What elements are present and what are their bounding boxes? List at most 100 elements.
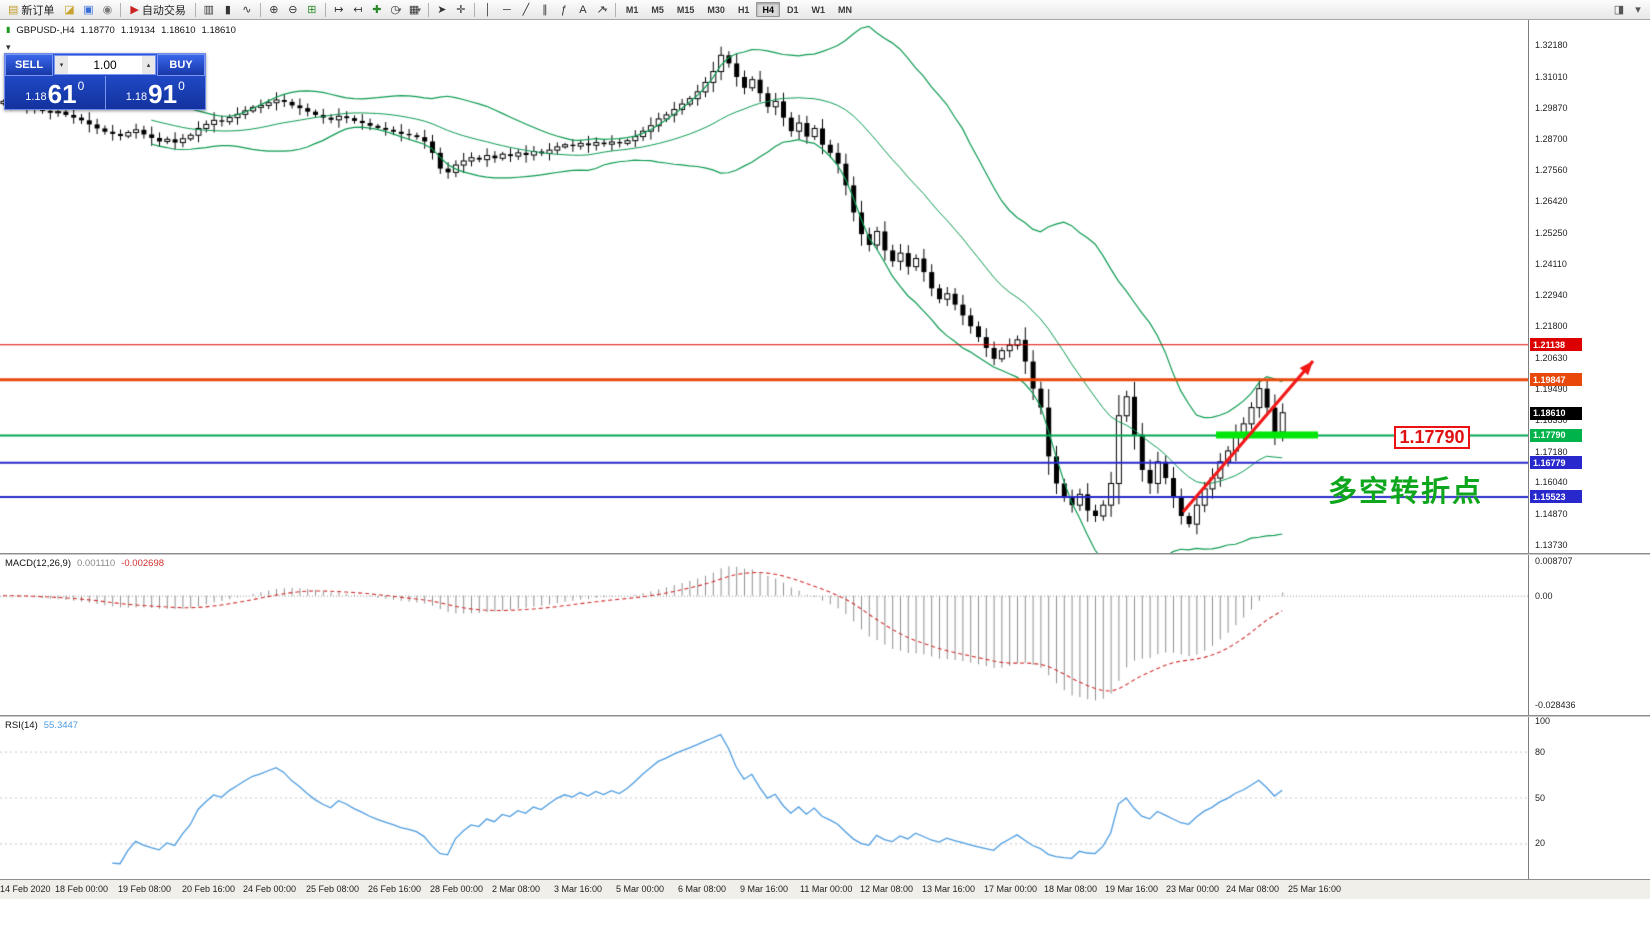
timeframe-button-mn[interactable]: MN — [837, 4, 852, 15]
text-icon: A — [579, 3, 587, 16]
lot-decrease-button[interactable]: ▾ — [55, 56, 68, 74]
timeframe-button-m5[interactable]: M5 — [651, 4, 664, 15]
chart-shift-icon: ↤ — [353, 4, 363, 16]
axis-tick-label: 1.25250 — [1535, 227, 1568, 238]
toolbar-separator — [473, 2, 475, 17]
line-chart-icon[interactable]: ∿ — [238, 1, 256, 18]
refresh-icon[interactable]: ◉ — [98, 1, 116, 18]
timeframe-button-h1[interactable]: H1 — [737, 4, 750, 15]
rsi-canvas[interactable] — [0, 717, 1528, 878]
buy-button[interactable]: BUY — [157, 54, 205, 76]
time-axis-label: 20 Feb 16:00 — [182, 884, 236, 894]
channel-icon[interactable]: ∥ — [536, 1, 554, 18]
arrows-icon: ↗ — [596, 4, 606, 16]
time-axis-label: 18 Mar 08:00 — [1044, 884, 1098, 894]
trade-panel-collapse-icon[interactable]: ▾ — [6, 42, 11, 52]
buy-price-display[interactable]: 1.18 91 0 — [106, 76, 206, 109]
time-axis-label: 5 Mar 00:00 — [616, 884, 665, 894]
vertical-line-icon: │ — [484, 3, 492, 16]
text-icon[interactable]: A — [574, 1, 592, 18]
window-icon: ◨ — [1613, 4, 1625, 16]
time-axis-label: 17 Mar 00:00 — [984, 884, 1038, 894]
axis-tick-label: 1.27560 — [1535, 165, 1568, 176]
rsi-level-label: 80 — [1535, 746, 1546, 757]
window-separator[interactable] — [0, 715, 1650, 717]
time-axis[interactable]: 14 Feb 2020 18 Feb 00:00 19 Feb 08:00 20 Fe… — [0, 879, 1650, 899]
arrows-icon[interactable]: ↗ ▾ — [593, 1, 611, 18]
axis-tick-label: 1.17180 — [1535, 446, 1568, 457]
sell-button[interactable]: SELL — [5, 54, 53, 76]
window-icon[interactable]: ◨ — [1610, 1, 1628, 18]
sell-price-pips: 61 — [47, 79, 77, 109]
time-axis-label: 13 Mar 16:00 — [922, 884, 976, 894]
rsi-level-label: 50 — [1535, 792, 1546, 803]
timeframe-button-m15[interactable]: M15 — [676, 4, 695, 15]
time-axis-label: 3 Mar 16:00 — [554, 884, 603, 894]
templates-icon[interactable]: ▦ ▾ — [406, 1, 424, 18]
autotrading-button: ▶ — [130, 4, 139, 16]
axis-tick-label: 1.18350 — [1535, 414, 1568, 425]
lot-size-input[interactable] — [68, 56, 142, 74]
toolbar-separator — [120, 2, 122, 17]
auto-scroll-icon[interactable]: ↦ — [330, 1, 348, 18]
horizontal-line-icon[interactable]: ─ — [498, 1, 516, 18]
timeframe-button-d1[interactable]: D1 — [786, 4, 799, 15]
more-icon[interactable]: ▾ — [1629, 1, 1647, 18]
price-chart-canvas[interactable] — [0, 20, 1528, 553]
window-separator[interactable] — [0, 553, 1650, 555]
time-axis-label: 12 Mar 08:00 — [860, 884, 914, 894]
timeframe-button-h4[interactable]: H4 — [756, 2, 780, 17]
crosshair-icon[interactable]: ✛ — [452, 1, 470, 18]
time-axis-label: 25 Mar 16:00 — [1288, 884, 1342, 894]
turning-point-annotation: 多空转折点 — [1328, 476, 1484, 508]
zoom-in-icon[interactable]: ⊕ — [265, 1, 283, 18]
channel-icon: ∥ — [542, 4, 548, 16]
zoom-out-icon[interactable]: ⊖ — [284, 1, 302, 18]
timeframe-button-w1[interactable]: W1 — [811, 4, 825, 15]
horizontal-line-icon: ─ — [502, 3, 511, 16]
macd-max-label: 0.008707 — [1535, 556, 1573, 566]
new-order-button[interactable]: ▤ 新订单 — [3, 1, 59, 18]
hline-price-label: 1.21138 — [1530, 338, 1582, 352]
more-icon: ▾ — [1635, 4, 1641, 16]
sell-price-point: 0 — [77, 79, 85, 93]
close-value: 1.18610 — [201, 25, 236, 36]
rsi-level-label: 100 — [1535, 716, 1551, 726]
lot-increase-button[interactable]: ▴ — [142, 56, 155, 74]
periods-icon: ◷ — [390, 4, 400, 16]
indicators-icon: ✚ — [372, 4, 382, 16]
macd-panel: MACD(12,26,9) 0.001110 -0.002698 — [0, 555, 1528, 715]
timeframe-button-m30[interactable]: M30 — [707, 4, 725, 15]
rsi-value: 55.3447 — [43, 720, 79, 731]
current-price-label: 1.18610 — [1530, 406, 1582, 420]
hline-price-label: 1.15523 — [1530, 490, 1582, 504]
trendline-icon[interactable]: ╱ — [517, 1, 535, 18]
fibonacci-icon[interactable]: ƒ — [555, 1, 573, 18]
autotrading-button[interactable]: ▶ 自动交易 — [125, 1, 190, 18]
sell-price-display[interactable]: 1.18 61 0 — [5, 76, 105, 109]
hline-price-label: 1.17790 — [1530, 428, 1582, 442]
vertical-line-icon[interactable]: │ — [479, 1, 497, 18]
bar-chart-icon[interactable]: ▥ — [200, 1, 218, 18]
axis-tick-label: 1.20630 — [1535, 353, 1568, 363]
price-axis[interactable]: 1.32180 1.31010 1.29870 1.28700 1.27560 1.264… — [1528, 20, 1650, 879]
zoom-in-icon: ⊕ — [269, 4, 279, 16]
timeframe-button-m1[interactable]: M1 — [625, 4, 639, 15]
cursor-icon[interactable]: ➤ — [433, 1, 451, 18]
candlestick-chart-icon[interactable]: ▮ — [219, 1, 237, 18]
indicators-icon[interactable]: ✚ — [368, 1, 386, 18]
chart-shift-icon[interactable]: ↤ — [349, 1, 367, 18]
time-axis-label: 6 Mar 08:00 — [678, 884, 727, 894]
periods-icon[interactable]: ◷ ▾ — [387, 1, 405, 18]
toolbar: ▤ 新订单 ◪ ▣ ◉ ▶ 自动交易 ▥ ▮ ∿ ⊕ ⊖ ⊞ ↦ ↤ ✚ ◷ ▾ ▦ ▾ ➤ ✛ │ ─ ╱ ∥ ƒ A ↗ ▾ M1 M5 M… — [0, 0, 1650, 20]
chart-window-icon[interactable]: ◪ — [60, 1, 78, 18]
grid-icon[interactable]: ⊞ — [303, 1, 321, 18]
dropdown-arrow-icon: ▾ — [603, 6, 608, 14]
axis-tick-label: 1.32180 — [1535, 40, 1568, 50]
profiles-icon[interactable]: ▣ — [79, 1, 97, 18]
symbol-period-label: GBPUSD-,H4 — [16, 25, 75, 36]
macd-canvas[interactable] — [0, 555, 1528, 715]
macd-label: MACD(12,26,9) 0.001110 -0.002698 — [5, 558, 164, 569]
price-callout-label[interactable]: 1.17790 — [1394, 426, 1470, 449]
